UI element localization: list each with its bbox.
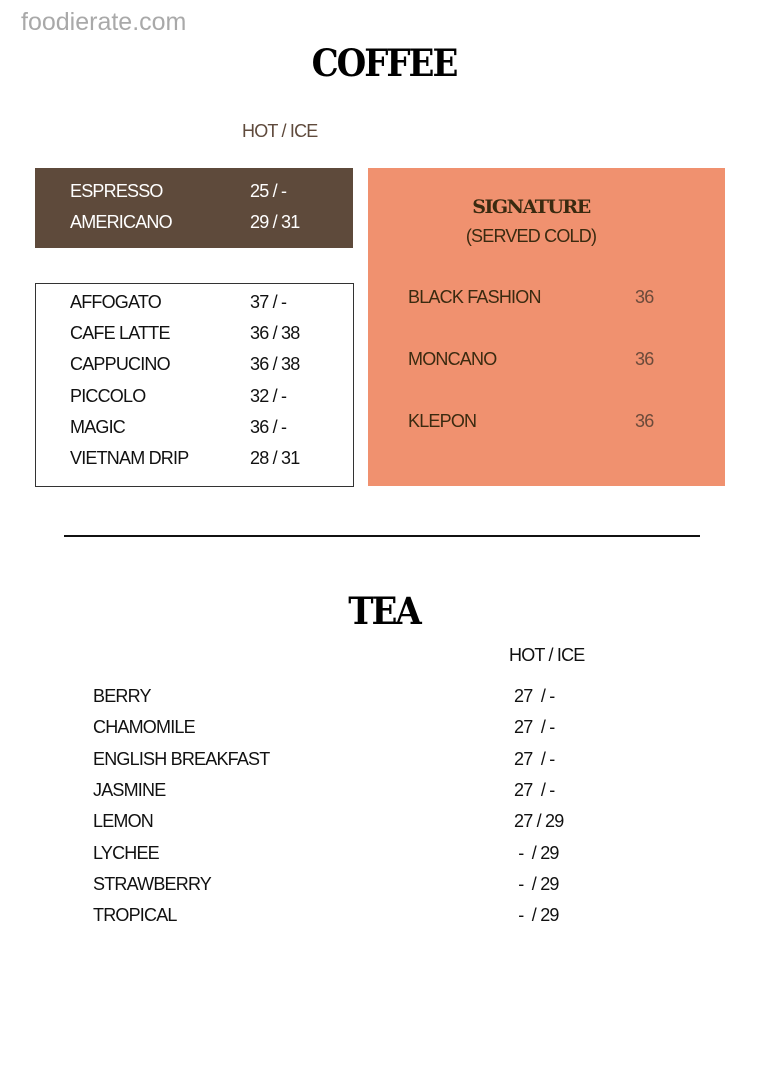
item-name: AFFOGATO <box>70 292 162 312</box>
item-name: TROPICAL <box>93 905 177 926</box>
item-price: 27 / - <box>514 779 555 800</box>
item-name: CHAMOMILE <box>93 717 196 738</box>
signature-box: SIGNATURE (SERVED COLD) BLACK FASHION 36 M… <box>368 168 725 486</box>
tea-hot-ice-header: HOT / ICE <box>509 645 585 665</box>
item-name: ESPRESSO <box>70 181 163 201</box>
coffee-basic-box: ESPRESSO 25 / - AMERICANO 29 / 31 <box>35 168 353 248</box>
item-name: JASMINE <box>93 779 166 800</box>
item-price: - / 29 <box>514 905 559 926</box>
item-name: PICCOLO <box>70 385 146 406</box>
item-name: VIETNAM DRIP <box>70 448 189 468</box>
item-price: 36 / - <box>250 416 287 437</box>
item-price: 36 <box>635 411 654 431</box>
signature-subtitle: (SERVED COLD) <box>465 226 597 246</box>
item-price: 25 / - <box>250 181 287 201</box>
item-name: CAPPUCINO <box>70 354 171 375</box>
section-divider <box>64 535 700 537</box>
item-price: 29 / 31 <box>250 212 300 232</box>
watermark: foodierate.com <box>21 8 187 36</box>
item-name: LYCHEE <box>93 842 160 863</box>
item-name: MAGIC <box>70 416 126 437</box>
item-name: MONCANO <box>408 349 497 369</box>
item-price: 27 / - <box>514 748 555 769</box>
item-price: 27 / 29 <box>514 811 564 832</box>
signature-title: SIGNATURE <box>472 196 591 218</box>
item-price: - / 29 <box>514 842 559 863</box>
item-name: CAFE LATTE <box>70 323 170 344</box>
item-price: 37 / - <box>250 292 287 312</box>
item-name: BLACK FASHION <box>408 287 541 307</box>
coffee-milk-box: AFFOGATO 37 / - CAFE LATTE 36 / 38 CAPPUCINO… <box>35 283 354 487</box>
item-price: 32 / - <box>250 385 287 406</box>
item-name: KLEPON <box>408 411 477 431</box>
item-name: ENGLISH BREAKFAST <box>93 748 270 769</box>
coffee-hot-ice-header: HOT / ICE <box>242 121 318 141</box>
item-price: 36 <box>635 287 654 307</box>
item-price: - / 29 <box>514 873 559 894</box>
item-price: 28 / 31 <box>250 448 300 468</box>
item-price: 27 / - <box>514 686 555 706</box>
item-name: BERRY <box>93 686 151 706</box>
item-price: 27 / - <box>514 717 555 738</box>
item-price: 36 / 38 <box>250 354 300 375</box>
item-price: 36 <box>635 349 654 369</box>
item-name: AMERICANO <box>70 212 173 232</box>
item-name: STRAWBERRY <box>93 873 212 894</box>
item-price: 36 / 38 <box>250 323 300 344</box>
tea-title: TEA <box>348 590 422 634</box>
item-name: LEMON <box>93 811 154 832</box>
coffee-title: COFFEE <box>311 42 459 86</box>
